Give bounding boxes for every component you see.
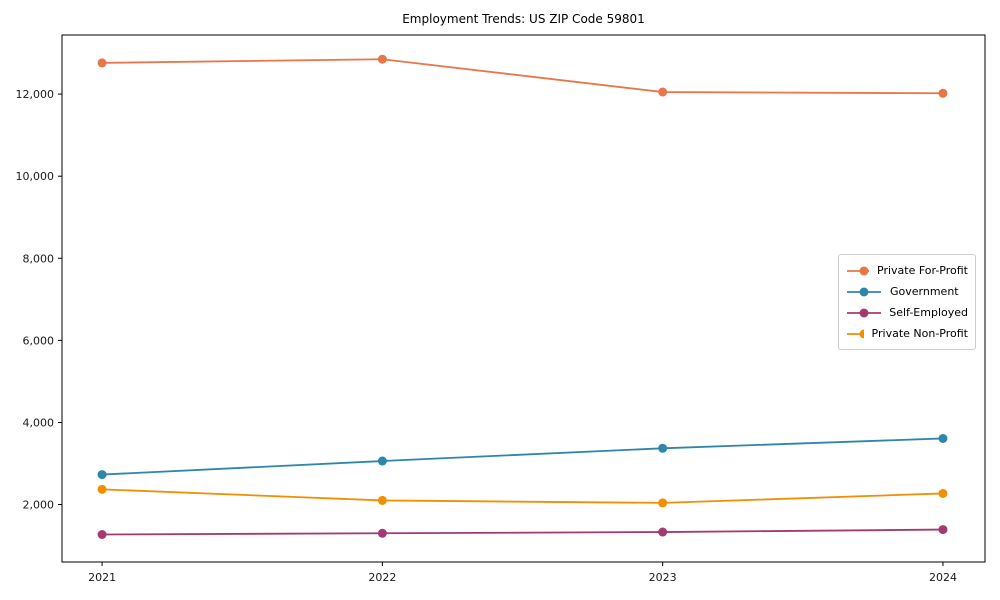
marker-government: [658, 443, 668, 453]
marker-private-for-profit: [938, 88, 948, 98]
legend-marker-self-employed: [847, 308, 881, 317]
y-tick-label: 10,000: [16, 170, 55, 183]
marker-self-employed: [938, 525, 948, 535]
marker-private-non-profit: [938, 488, 948, 498]
marker-private-non-profit: [377, 495, 387, 505]
legend-label: Self-Employed: [889, 306, 968, 319]
marker-private-for-profit: [97, 58, 107, 68]
series-line-private-non-profit: [102, 488, 943, 504]
legend-item-private-for-profit: Private For-Profit: [846, 260, 968, 281]
legend-dot: [859, 308, 869, 317]
legend-dot: [859, 329, 864, 338]
legend-item-self-employed: Self-Employed: [846, 302, 968, 323]
legend: Private For-Profit Government Self-Employe…: [838, 254, 976, 350]
series-line-self-employed: [102, 528, 943, 536]
legend-marker-private-non-profit: [847, 329, 864, 338]
x-tick-label: 2022: [368, 571, 396, 584]
legend-dot: [859, 287, 869, 296]
marker-private-non-profit: [97, 484, 107, 494]
y-tick-label: 2,000: [23, 499, 55, 512]
marker-government: [938, 433, 948, 443]
marker-self-employed: [377, 528, 387, 538]
legend-label: Private Non-Profit: [871, 327, 968, 340]
marker-private-for-profit: [377, 54, 387, 64]
x-tick-label: 2023: [649, 571, 677, 584]
marker-private-non-profit: [658, 498, 668, 508]
marker-self-employed: [97, 530, 107, 540]
marker-government: [97, 470, 107, 480]
legend-item-private-non-profit: Private Non-Profit: [846, 323, 968, 344]
y-tick-label: 8,000: [23, 252, 55, 265]
axes-box: [61, 34, 986, 563]
legend-label: Government: [890, 285, 959, 298]
x-tick-label: 2024: [929, 571, 957, 584]
legend-marker-government: [847, 287, 881, 296]
legend-marker-private-for-profit: [847, 266, 869, 275]
chart-title: Employment Trends: US ZIP Code 59801: [402, 12, 645, 26]
x-tick-label: 2021: [88, 571, 116, 584]
series-line-government: [102, 437, 943, 476]
marker-self-employed: [658, 527, 668, 537]
legend-label: Private For-Profit: [877, 264, 968, 277]
y-tick-label: 6,000: [23, 334, 55, 347]
marker-private-for-profit: [658, 87, 668, 97]
y-tick-label: 4,000: [23, 416, 55, 429]
marker-government: [377, 456, 387, 466]
legend-dot: [859, 266, 869, 275]
y-tick-label: 12,000: [16, 88, 55, 101]
series-line-private-for-profit: [102, 58, 943, 95]
legend-item-government: Government: [846, 281, 968, 302]
